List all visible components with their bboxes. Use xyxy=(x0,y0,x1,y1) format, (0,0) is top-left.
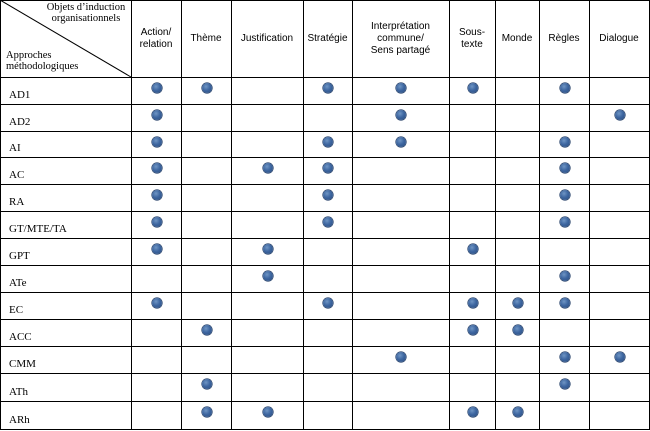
table-row-divider xyxy=(0,131,650,132)
bullet-mark xyxy=(614,352,625,362)
bullet-mark xyxy=(151,298,162,308)
bullet-mark xyxy=(559,379,570,389)
column-header: Dialogue xyxy=(599,32,639,44)
row-label: CMM xyxy=(9,358,36,370)
bullet-mark xyxy=(262,163,273,173)
corner-header-objects: Objets d’induction organisationnels xyxy=(46,2,126,24)
bullet-mark xyxy=(559,271,570,281)
bullet-mark xyxy=(323,163,333,173)
bullet-mark xyxy=(559,83,570,93)
table-row-divider xyxy=(0,184,650,185)
bullet-mark xyxy=(467,244,478,254)
bullet-mark xyxy=(467,325,478,335)
column-header: Règles xyxy=(548,32,580,44)
bullet-mark xyxy=(559,137,570,147)
row-label: GT/MTE/TA xyxy=(9,223,67,235)
table-row-divider xyxy=(0,346,650,347)
table-row-divider xyxy=(0,211,650,212)
column-header: Interprétation commune/ Sens partagé xyxy=(370,20,431,56)
bullet-mark xyxy=(151,83,162,93)
bullet-mark xyxy=(151,163,162,173)
bullet-mark xyxy=(559,298,570,308)
table-column-divider xyxy=(539,0,540,430)
row-label: ARh xyxy=(9,414,30,426)
bullet-mark xyxy=(467,83,478,93)
table-row-divider xyxy=(0,429,650,430)
table-row-divider xyxy=(0,373,650,374)
table-column-divider xyxy=(449,0,450,430)
column-header: Justification xyxy=(240,32,294,44)
column-header: Thème xyxy=(190,32,222,44)
table-column-divider xyxy=(589,0,590,430)
bullet-mark xyxy=(323,190,333,200)
bullet-mark xyxy=(467,298,478,308)
table-row-divider xyxy=(0,77,650,78)
bullet-mark xyxy=(559,163,570,173)
bullet-mark xyxy=(512,325,523,335)
corner-diagonal-line xyxy=(0,0,132,78)
table-column-divider xyxy=(181,0,182,430)
table-column-divider xyxy=(231,0,232,430)
bullet-mark xyxy=(262,407,273,417)
bullet-mark xyxy=(559,217,570,227)
table-row-divider xyxy=(0,104,650,105)
bullet-mark xyxy=(201,407,212,417)
row-label: AC xyxy=(9,169,25,181)
bullet-mark xyxy=(262,271,273,281)
bullet-mark xyxy=(262,244,273,254)
table-column-divider xyxy=(303,0,304,430)
table-column-divider xyxy=(0,0,1,430)
table-row-divider xyxy=(0,401,650,402)
table-row-divider xyxy=(0,265,650,266)
table-column-divider xyxy=(131,0,132,430)
bullet-mark xyxy=(559,190,570,200)
row-label: ATe xyxy=(9,277,27,289)
row-label: GPT xyxy=(9,250,30,262)
bullet-mark xyxy=(201,379,212,389)
row-label: ATh xyxy=(9,386,28,398)
column-header: Sous- texte xyxy=(458,26,486,50)
row-label: ACC xyxy=(9,331,32,343)
bullet-mark xyxy=(323,217,333,227)
bullet-mark xyxy=(201,325,212,335)
bullet-mark xyxy=(323,298,333,308)
bullet-mark xyxy=(396,352,406,362)
bullet-mark xyxy=(151,217,162,227)
bullet-mark xyxy=(201,83,212,93)
row-label: AD1 xyxy=(9,89,31,101)
row-label: RA xyxy=(9,196,25,208)
bullet-mark xyxy=(559,352,570,362)
bullet-mark xyxy=(151,110,162,120)
bullet-mark xyxy=(323,83,333,93)
bullet-mark xyxy=(512,407,523,417)
row-label: EC xyxy=(9,304,24,316)
table-column-divider xyxy=(352,0,353,430)
bullet-mark xyxy=(323,137,333,147)
table-column-divider xyxy=(495,0,496,430)
table-row-divider xyxy=(0,157,650,158)
column-header: Stratégie xyxy=(307,32,348,44)
bullet-mark xyxy=(151,244,162,254)
column-header: Action/ relation xyxy=(139,26,173,50)
bullet-mark xyxy=(467,407,478,417)
bullet-mark xyxy=(396,110,406,120)
corner-header-approaches: Approches méthodologiques xyxy=(6,50,79,72)
table-row-divider xyxy=(0,292,650,293)
row-label: AD2 xyxy=(9,116,31,128)
table-row-divider xyxy=(0,319,650,320)
bullet-mark xyxy=(512,298,523,308)
bullet-mark xyxy=(396,137,406,147)
table-row-divider xyxy=(0,238,650,239)
bullet-mark xyxy=(614,110,625,120)
bullet-mark xyxy=(396,83,406,93)
bullet-mark xyxy=(151,137,162,147)
bullet-mark xyxy=(151,190,162,200)
column-header: Monde xyxy=(501,32,533,44)
row-label: AI xyxy=(9,142,21,154)
table-row-divider xyxy=(0,0,650,1)
